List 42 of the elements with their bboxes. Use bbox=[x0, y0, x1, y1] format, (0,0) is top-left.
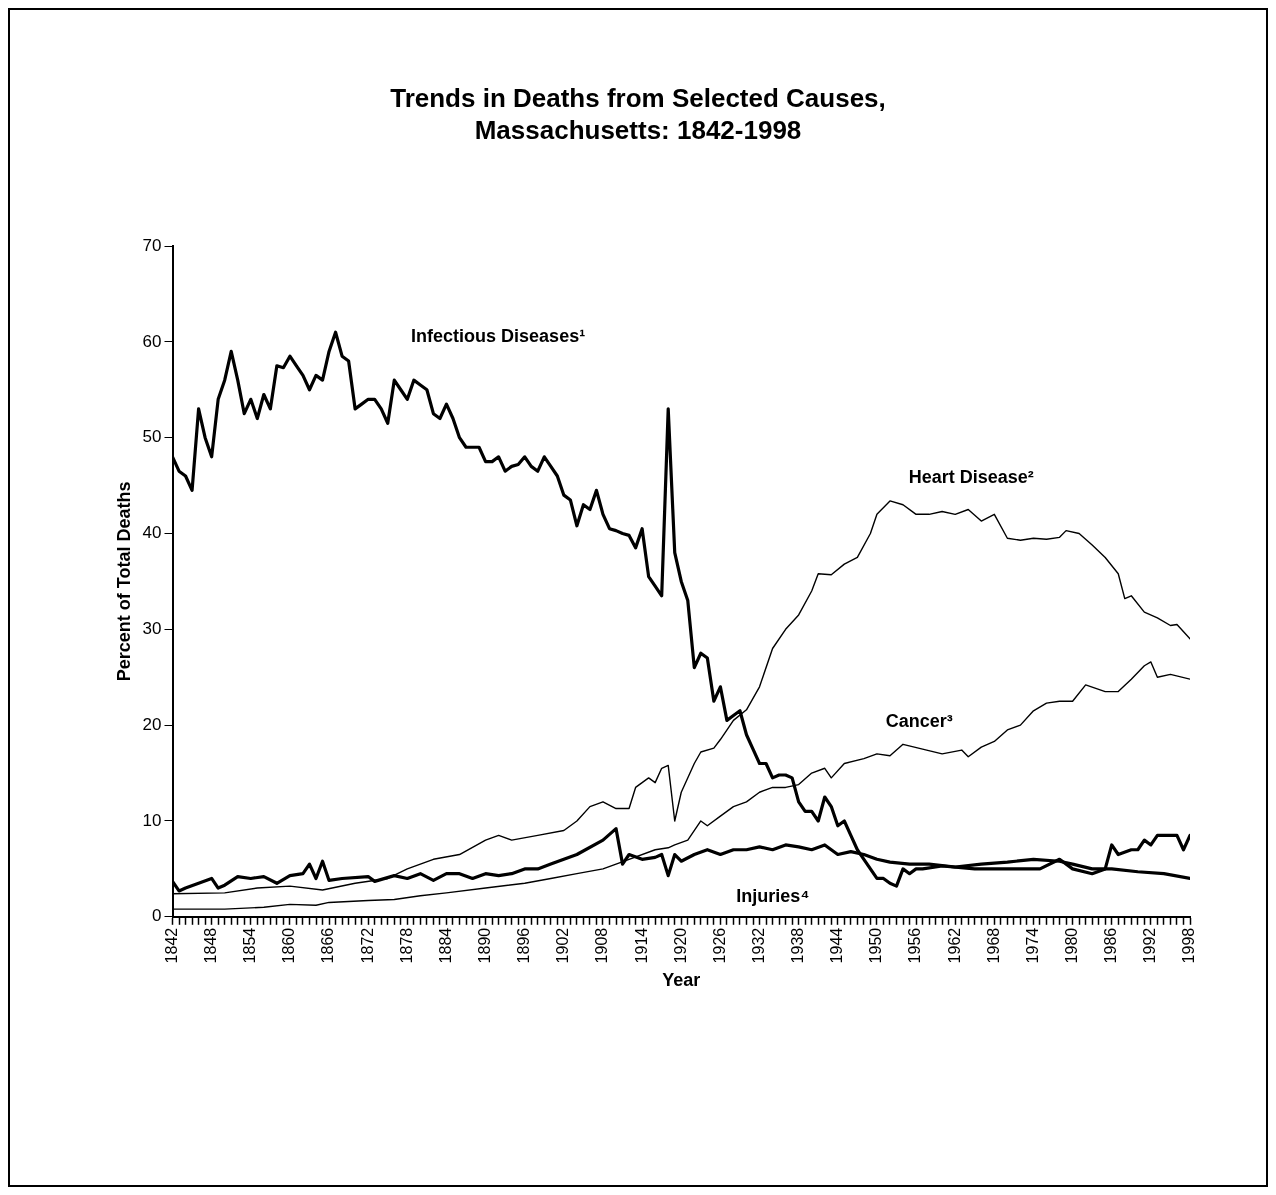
x-tick-label: 1854 bbox=[241, 927, 259, 964]
series-label: Infectious Diseases¹ bbox=[411, 325, 586, 346]
y-tick-label: 40 bbox=[142, 523, 162, 543]
x-tick-label: 1872 bbox=[358, 927, 376, 964]
y-tick-label: 70 bbox=[142, 235, 162, 255]
x-tick-label: 1878 bbox=[397, 927, 415, 964]
x-tick-label: 1932 bbox=[749, 927, 767, 964]
x-tick-label: 1926 bbox=[710, 927, 728, 964]
y-tick-label: 30 bbox=[142, 619, 162, 639]
x-tick-label: 1866 bbox=[319, 927, 337, 964]
x-tick-label: 1962 bbox=[945, 927, 963, 964]
x-tick-label: 1992 bbox=[1141, 927, 1159, 964]
x-tick-label: 1896 bbox=[515, 927, 533, 964]
x-tick-label: 1908 bbox=[593, 927, 611, 964]
series-label: Injuries⁴ bbox=[736, 885, 810, 906]
x-tick-label: 1848 bbox=[202, 927, 220, 964]
x-tick-label: 1950 bbox=[867, 927, 885, 964]
y-axis-title: Percent of Total Deaths bbox=[113, 481, 134, 682]
x-tick-label: 1914 bbox=[632, 927, 650, 964]
x-tick-label: 1956 bbox=[906, 927, 924, 964]
y-tick-label: 10 bbox=[142, 810, 162, 830]
x-tick-label: 1890 bbox=[475, 927, 493, 964]
x-tick-label: 1998 bbox=[1180, 927, 1198, 964]
x-axis-title: Year bbox=[662, 970, 701, 991]
x-tick-label: 1920 bbox=[671, 927, 689, 964]
y-tick-label: 20 bbox=[142, 714, 162, 734]
x-tick-label: 1902 bbox=[554, 927, 572, 964]
x-tick-label: 1938 bbox=[789, 927, 807, 964]
x-tick-label: 1980 bbox=[1063, 927, 1080, 964]
series-label: Cancer³ bbox=[885, 711, 953, 732]
x-tick-label: 1884 bbox=[436, 927, 454, 964]
y-tick-label: 0 bbox=[152, 906, 162, 926]
x-tick-label: 1944 bbox=[828, 927, 846, 964]
x-tick-label: 1986 bbox=[1102, 927, 1120, 964]
x-tick-label: 1974 bbox=[1023, 927, 1041, 964]
series-label: Heart Disease² bbox=[908, 467, 1034, 488]
x-tick-label: 1968 bbox=[984, 927, 1002, 964]
y-tick-label: 50 bbox=[142, 427, 162, 447]
chart-title: Trends in Deaths from Selected Causes, Massachusetts: 1842-1998 bbox=[389, 82, 887, 146]
x-tick-label: 1842 bbox=[162, 927, 180, 964]
x-tick-label: 1860 bbox=[280, 927, 298, 964]
y-tick-label: 60 bbox=[142, 331, 162, 351]
